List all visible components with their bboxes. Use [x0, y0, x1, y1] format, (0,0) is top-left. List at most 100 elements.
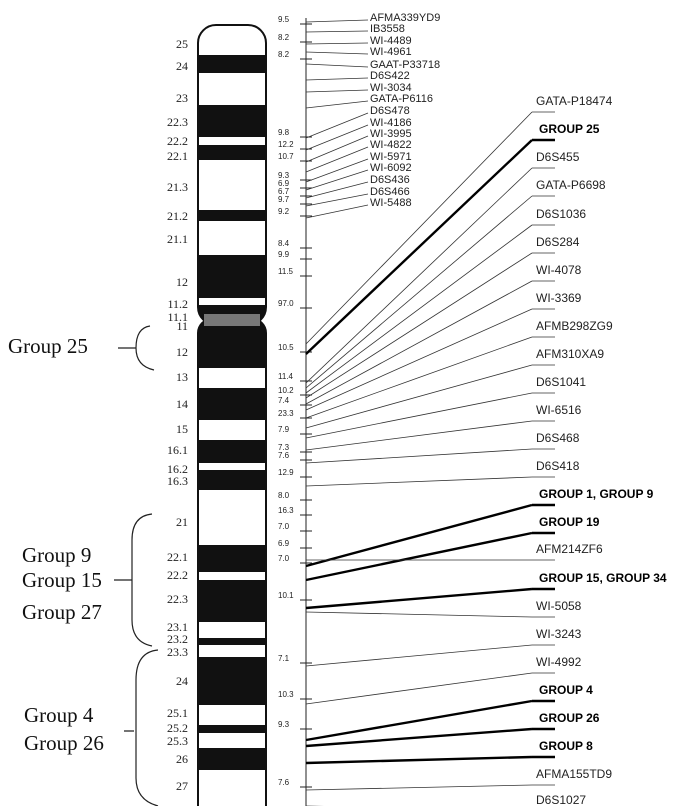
distance-label: 9.5 — [278, 15, 290, 24]
band-stripe — [198, 725, 266, 733]
marker-label: D6S284 — [536, 235, 580, 249]
distance-label: 10.2 — [278, 386, 294, 395]
connector — [306, 159, 368, 182]
connector — [306, 125, 368, 150]
marker-label: D6S1036 — [536, 207, 586, 221]
group-label: Group 27 — [22, 600, 102, 624]
distance-label: 7.6 — [278, 451, 290, 460]
band-stripe — [198, 221, 266, 255]
bracket — [114, 514, 152, 646]
marker-label: WI-3243 — [536, 627, 582, 641]
band-label: 21.1 — [167, 232, 188, 246]
distance-label: 10.1 — [278, 591, 294, 600]
band-label: 24 — [176, 674, 188, 688]
band-stripe — [198, 705, 266, 725]
band-label: 22.2 — [167, 134, 188, 148]
band-stripe — [198, 440, 266, 463]
connector — [306, 612, 532, 617]
distance-label: 7.6 — [278, 778, 290, 787]
distance-label: 16.3 — [278, 506, 294, 515]
connector — [306, 477, 532, 486]
top-marker: WI-5488 — [370, 197, 412, 209]
band-stripe — [198, 145, 266, 160]
connector — [306, 393, 532, 438]
band-stripe — [198, 73, 266, 105]
marker-label: AFMA155TD9 — [536, 767, 612, 781]
connector — [306, 168, 532, 383]
connector — [306, 281, 532, 404]
distance-label: 8.0 — [278, 491, 290, 500]
connector — [306, 449, 532, 463]
connector — [306, 140, 532, 354]
distance-label: 12.9 — [278, 468, 294, 477]
band-stripe — [198, 748, 266, 770]
band-label: 12 — [176, 345, 188, 359]
marker-label: AFM310XA9 — [536, 347, 604, 361]
top-marker: IB3558 — [370, 23, 405, 35]
distance-label: 7.0 — [278, 554, 290, 563]
bracket — [124, 650, 158, 806]
distance-label: 9.7 — [278, 195, 290, 204]
top-marker: D6S478 — [370, 105, 410, 117]
band-label: 21 — [176, 515, 188, 529]
band-label: 26 — [176, 752, 188, 766]
connector — [306, 337, 532, 418]
band-label: 25.2 — [167, 721, 188, 735]
band-stripe — [198, 545, 266, 572]
marker-label: GROUP 1, GROUP 9 — [539, 487, 654, 501]
marker-label: WI-5058 — [536, 599, 582, 613]
distance-label: 11.4 — [278, 372, 294, 381]
marker-label: WI-4992 — [536, 655, 582, 669]
top-marker: D6S422 — [370, 70, 410, 82]
top-marker: WI-6092 — [370, 162, 412, 174]
band-stripe — [198, 160, 266, 210]
distance-label: 23.3 — [278, 409, 294, 418]
marker-label: D6S1041 — [536, 375, 586, 389]
distance-label: 9.2 — [278, 207, 290, 216]
distance-label: 9.3 — [278, 720, 290, 729]
centromere — [204, 314, 260, 326]
connector — [306, 90, 368, 92]
top-marker: D6S436 — [370, 174, 410, 186]
distance-label: 9.8 — [278, 128, 290, 137]
distance-label: 10.7 — [278, 152, 294, 161]
band-label: 25.1 — [167, 706, 188, 720]
band-label: 14 — [176, 397, 188, 411]
distance-label: 10.3 — [278, 690, 294, 699]
band-stripe — [198, 255, 266, 298]
marker-label: D6S418 — [536, 459, 580, 473]
marker-label: WI-3369 — [536, 291, 582, 305]
distance-label: 6.9 — [278, 539, 290, 548]
connector — [306, 421, 532, 450]
marker-label: AFM214ZF6 — [536, 542, 603, 556]
connector — [306, 673, 532, 704]
top-marker: GATA-P6116 — [370, 93, 433, 105]
group-label: Group 15 — [22, 568, 102, 592]
connector — [306, 101, 368, 108]
band-stripe — [198, 645, 266, 657]
band-label: 23 — [176, 91, 188, 105]
distance-label: 9.9 — [278, 250, 290, 259]
marker-label: AFMB298ZG9 — [536, 319, 613, 333]
connector — [306, 589, 532, 608]
band-stripe — [198, 622, 266, 638]
connector — [306, 757, 532, 763]
distance-label: 11.5 — [278, 267, 294, 276]
band-stripe — [198, 657, 266, 705]
band-label: 22.2 — [167, 568, 188, 582]
band-label: 23.2 — [167, 632, 188, 646]
band-label: 25.3 — [167, 734, 188, 748]
connector — [306, 31, 368, 32]
band-stripe — [198, 733, 266, 748]
top-marker: WI-4961 — [370, 46, 412, 58]
distance-label: 8.2 — [278, 50, 290, 59]
band-stripe — [198, 137, 266, 145]
band-label: 16.1 — [167, 443, 188, 457]
band-stripe — [198, 420, 266, 440]
distance-label: 12.2 — [278, 140, 294, 149]
marker-label: GROUP 19 — [539, 515, 600, 529]
connector — [306, 701, 532, 740]
band-label: 22.1 — [167, 550, 188, 564]
band-stripe — [198, 638, 266, 645]
marker-label: GROUP 26 — [539, 711, 600, 725]
